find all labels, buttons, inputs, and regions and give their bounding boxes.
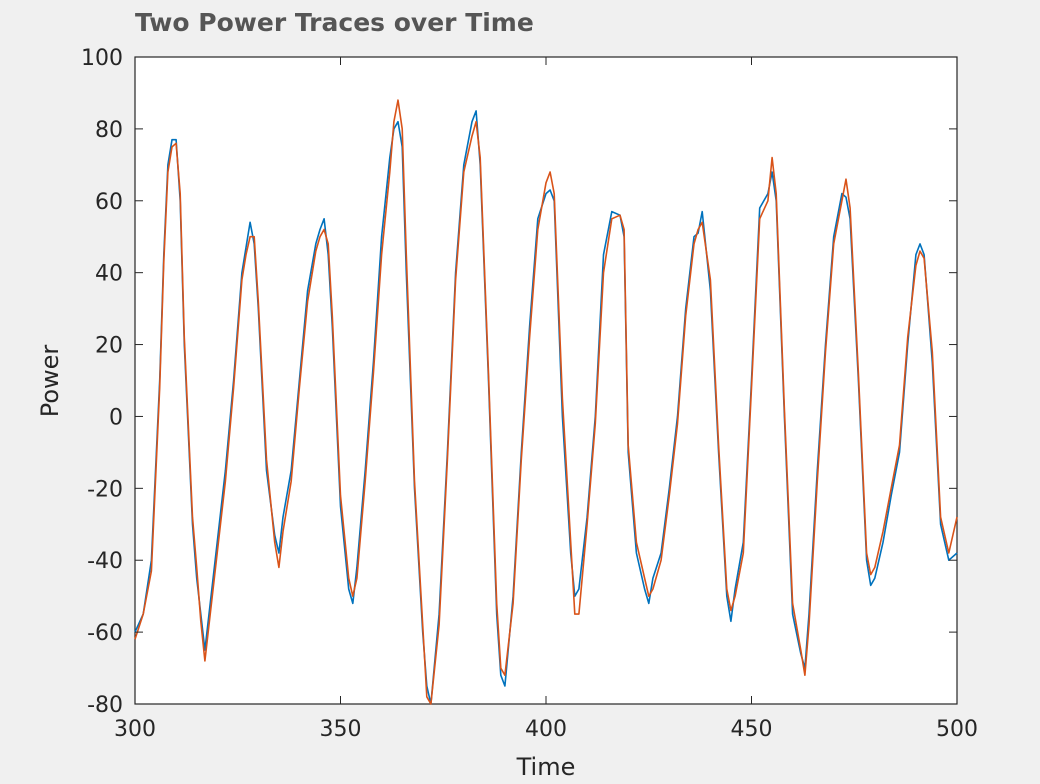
y-axis-label: Power: [36, 345, 64, 418]
y-tick-label: 40: [95, 262, 123, 287]
x-tick-label: 450: [731, 717, 773, 742]
y-tick-label: 60: [95, 190, 123, 215]
x-axis-label: Time: [516, 753, 576, 781]
x-tick-label: 300: [114, 717, 156, 742]
y-tick-label: 20: [95, 334, 123, 359]
y-tick-label: 0: [109, 405, 123, 430]
y-tick-label: -40: [87, 549, 123, 574]
y-tick-label: 100: [81, 46, 123, 71]
x-tick-label: 500: [936, 717, 978, 742]
y-tick-label: -60: [87, 621, 123, 646]
series-layer: [134, 99, 958, 705]
tick-layer: 300 350 400 450 500 -80 -60 -40 -20 0 20 40 60 80 100: [81, 46, 978, 742]
chart-title: Two Power Traces over Time: [135, 8, 534, 37]
plot-area: [134, 56, 958, 705]
y-tick-label: -20: [87, 477, 123, 502]
series-line-2: [134, 99, 958, 705]
y-tick-label: -80: [87, 693, 123, 718]
x-tick-label: 350: [320, 717, 362, 742]
x-tick-label: 400: [525, 717, 567, 742]
y-tick-label: 80: [95, 118, 123, 143]
